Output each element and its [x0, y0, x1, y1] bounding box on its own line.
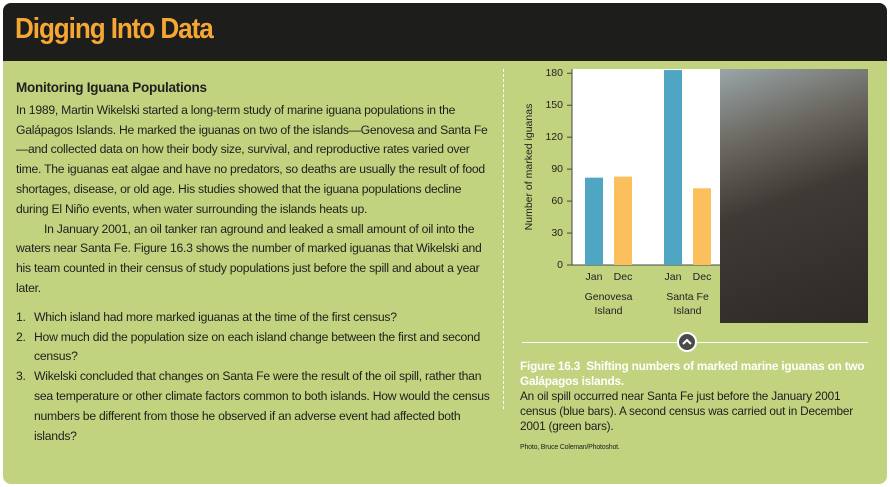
question: 2. How much did the population size on ea…	[16, 328, 494, 368]
x-tick-label: Dec	[693, 271, 712, 283]
number: 2.	[16, 329, 26, 344]
chart-box: 0 30 60 90 120 150 180 Number of marked iguanas…	[505, 62, 723, 332]
y-tick-label: 90	[551, 163, 563, 175]
question-text: Wikelski concluded that changes on Santa…	[34, 369, 490, 443]
y-tick-label: 0	[557, 259, 563, 271]
questions: 1. Which island had more marked iguanas a…	[16, 308, 494, 447]
y-tick-label: 120	[545, 131, 563, 143]
y-tick-label: 30	[551, 227, 563, 239]
number: 3.	[16, 369, 26, 384]
question-text: Which island had more marked iguanas at …	[34, 309, 397, 324]
group-label: Santa Fe Island	[666, 291, 709, 317]
divider	[503, 69, 504, 409]
figure-text: An oil spill occurred near Santa Fe just…	[520, 389, 853, 433]
bar	[664, 70, 682, 265]
figure-label: Figure 16.3	[520, 359, 581, 373]
question-text: How much did the population size on each…	[34, 329, 481, 364]
chevron	[682, 338, 692, 345]
header: Digging Into Data	[3, 3, 887, 61]
credit: Photo, Bruce Coleman/Photoshot.	[520, 444, 620, 451]
caption: Figure 16.3 Shifting numbers of marked m…	[520, 359, 870, 455]
question: 1. Which island had more marked iguanas a…	[16, 308, 494, 328]
y-axis-label: Number of marked iguanas	[523, 104, 535, 231]
chart: 0 30 60 90 120 150 180 Number of marked iguanas…	[523, 67, 721, 283]
group-label: Genovesa Island	[584, 291, 633, 317]
title: Digging Into Data	[15, 13, 214, 45]
y-tick-label: 180	[545, 67, 563, 79]
question: 3. Wikelski concluded that changes on San…	[16, 367, 494, 446]
y-tick-label: 150	[545, 99, 563, 111]
collapse-button[interactable]	[677, 332, 697, 352]
photo	[720, 69, 868, 323]
paragraph: In January 2001, an oil tanker ran agrou…	[16, 221, 482, 295]
article: Monitoring Iguana Populations In 1989, M…	[16, 78, 494, 446]
x-tick-label: Jan	[665, 271, 682, 283]
heading: Monitoring Iguana Populations	[16, 80, 207, 95]
y-tick-label: 60	[551, 195, 563, 207]
x-tick-label: Dec	[614, 271, 633, 283]
figure-title: Shifting numbers of marked marine iguana…	[520, 359, 865, 388]
bar	[585, 177, 603, 265]
bar	[693, 188, 711, 265]
number: 1.	[16, 309, 26, 324]
paragraph: In 1989, Martin Wikelski started a long-…	[16, 102, 488, 216]
panel: Digging Into Data Monitoring Iguana Popu…	[3, 3, 887, 484]
bar	[614, 176, 632, 265]
x-tick-label: Jan	[586, 271, 603, 283]
